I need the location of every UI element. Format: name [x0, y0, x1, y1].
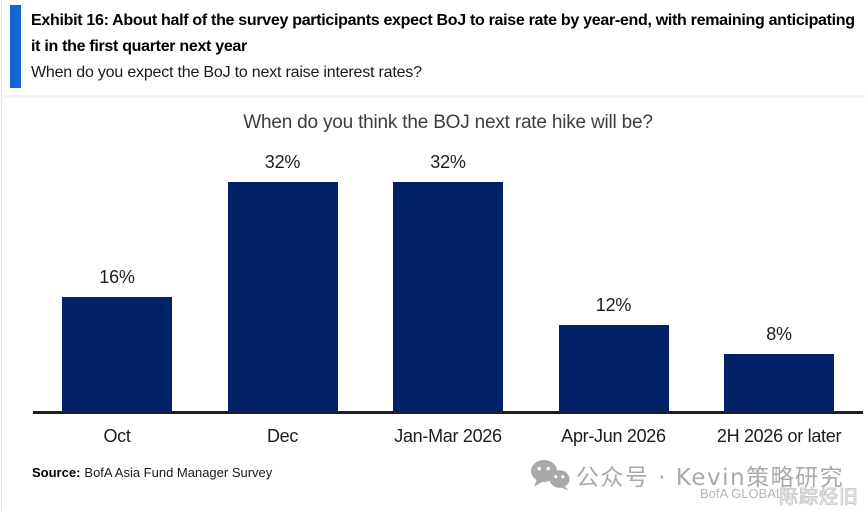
- category-label: Dec: [266, 426, 299, 446]
- source-label: Source:: [32, 465, 81, 480]
- exhibit-subtitle: When do you expect the BoJ to next raise…: [31, 64, 422, 81]
- bar-value-label: 12%: [595, 295, 632, 315]
- source-text: BofA Asia Fund Manager Survey: [84, 465, 273, 480]
- category-label: Jan-Mar 2026: [394, 426, 502, 446]
- left-hairline: [1, 0, 2, 511]
- bar: [62, 297, 172, 411]
- header-divider: [0, 95, 865, 98]
- bar: [393, 182, 503, 411]
- exhibit-accent-bar: [10, 5, 21, 88]
- bar-value-label: 32%: [264, 152, 301, 172]
- bar-value-label: 16%: [99, 267, 135, 287]
- source-line: Source: BofA Asia Fund Manager Survey: [32, 465, 272, 480]
- wechat-icon: [531, 460, 570, 491]
- brand-text: BofA GLOBAL R: [700, 486, 796, 501]
- category-label: Apr-Jun 2026: [561, 426, 666, 446]
- category-label: 2H 2026 or later: [716, 426, 842, 446]
- x-axis-line: [33, 411, 863, 414]
- wechat-watermark: 公众号 · Kevin策略研究: [530, 458, 844, 492]
- bar: [724, 354, 834, 411]
- category-label: Oct: [103, 426, 131, 446]
- overlay-watermark-glyphs: 际踪烃旧: [778, 486, 860, 509]
- bar-value-label: 32%: [430, 152, 466, 172]
- chart-title: When do you think the BOJ next rate hike…: [243, 112, 653, 133]
- bar: [558, 325, 669, 411]
- bar: [227, 182, 338, 411]
- bar-value-label: 8%: [766, 324, 792, 344]
- exhibit-title: Exhibit 16: About half of the survey par…: [31, 12, 855, 55]
- watermark-text: 公众号 · Kevin策略研究: [576, 465, 845, 491]
